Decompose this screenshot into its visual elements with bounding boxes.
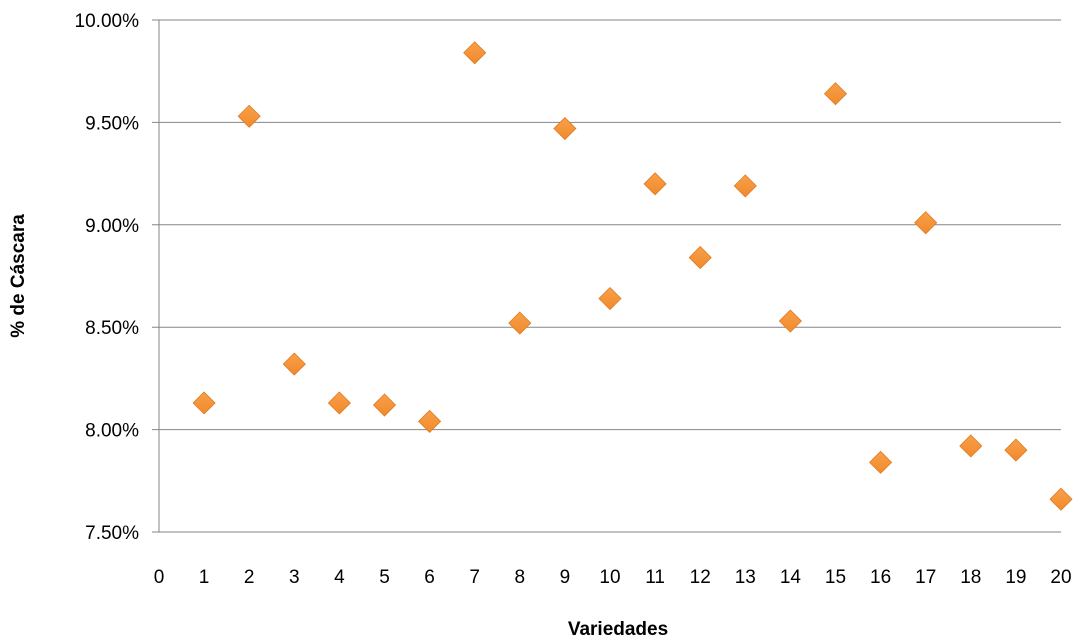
y-tick-label: 10.00% <box>75 11 140 32</box>
data-point-diamond <box>327 391 351 415</box>
x-tick-label: 19 <box>1005 567 1026 588</box>
x-tick-label: 18 <box>960 567 981 588</box>
x-tick-label: 14 <box>780 567 802 588</box>
data-point-diamond <box>778 309 802 333</box>
data-point-diamond <box>823 82 848 106</box>
y-tick-label: 9.00% <box>85 216 139 237</box>
x-tick-label: 16 <box>870 567 891 588</box>
y-tick-label: 7.50% <box>85 523 139 544</box>
data-point-diamond <box>914 211 938 235</box>
x-tick-label: 12 <box>690 567 711 588</box>
x-tick-label: 4 <box>334 567 345 588</box>
data-point-diamond <box>282 352 306 376</box>
y-tick-label: 8.00% <box>85 421 139 442</box>
x-tick-label: 2 <box>244 567 255 588</box>
x-tick-label: 17 <box>915 567 936 588</box>
data-point-diamond <box>1004 438 1028 462</box>
x-tick-label: 13 <box>735 567 756 588</box>
data-point-diamond <box>237 104 261 128</box>
data-point-diamond <box>598 286 622 311</box>
gridlines <box>152 19 1061 533</box>
y-tick-label: 8.50% <box>85 318 139 339</box>
data-point-diamond <box>733 174 757 198</box>
data-point-diamond <box>869 450 893 474</box>
x-tick-label: 10 <box>599 567 620 588</box>
data-point-diamond <box>508 311 532 335</box>
x-tick-label: 9 <box>560 567 571 588</box>
data-point-diamond <box>418 409 442 433</box>
x-tick-label: 3 <box>289 567 300 588</box>
x-tick-label: 5 <box>379 567 390 588</box>
x-axis-title: Variedades <box>568 619 668 639</box>
data-point-diamond <box>372 393 397 417</box>
y-axis-title: % de Cáscara <box>8 214 29 338</box>
data-point-diamond <box>1049 487 1073 511</box>
data-point-diamond <box>463 41 487 65</box>
y-tick-label: 9.50% <box>85 113 139 134</box>
data-point-diamond <box>553 116 577 141</box>
data-point-diamond <box>643 172 667 196</box>
x-tick-label: 15 <box>825 567 846 588</box>
x-tick-label: 11 <box>645 567 665 588</box>
x-tick-label: 20 <box>1050 567 1071 588</box>
data-points <box>192 41 1073 511</box>
x-tick-label: 8 <box>515 567 526 588</box>
x-tick-label: 1 <box>199 567 210 588</box>
data-point-diamond <box>959 434 983 458</box>
data-point-diamond <box>688 246 712 270</box>
data-point-diamond <box>192 391 216 415</box>
y-tick-labels: 7.50% 8.00% 8.50% 9.00% 9.50% 10.00% <box>75 11 140 544</box>
x-tick-label: 6 <box>424 567 435 588</box>
x-tick-label: 0 <box>154 567 165 588</box>
x-tick-label: 7 <box>469 567 480 588</box>
x-tick-labels: 0 1 2 3 4 5 6 7 8 9 10 11 12 13 14 15 16 17 18 19 20 <box>154 567 1072 588</box>
